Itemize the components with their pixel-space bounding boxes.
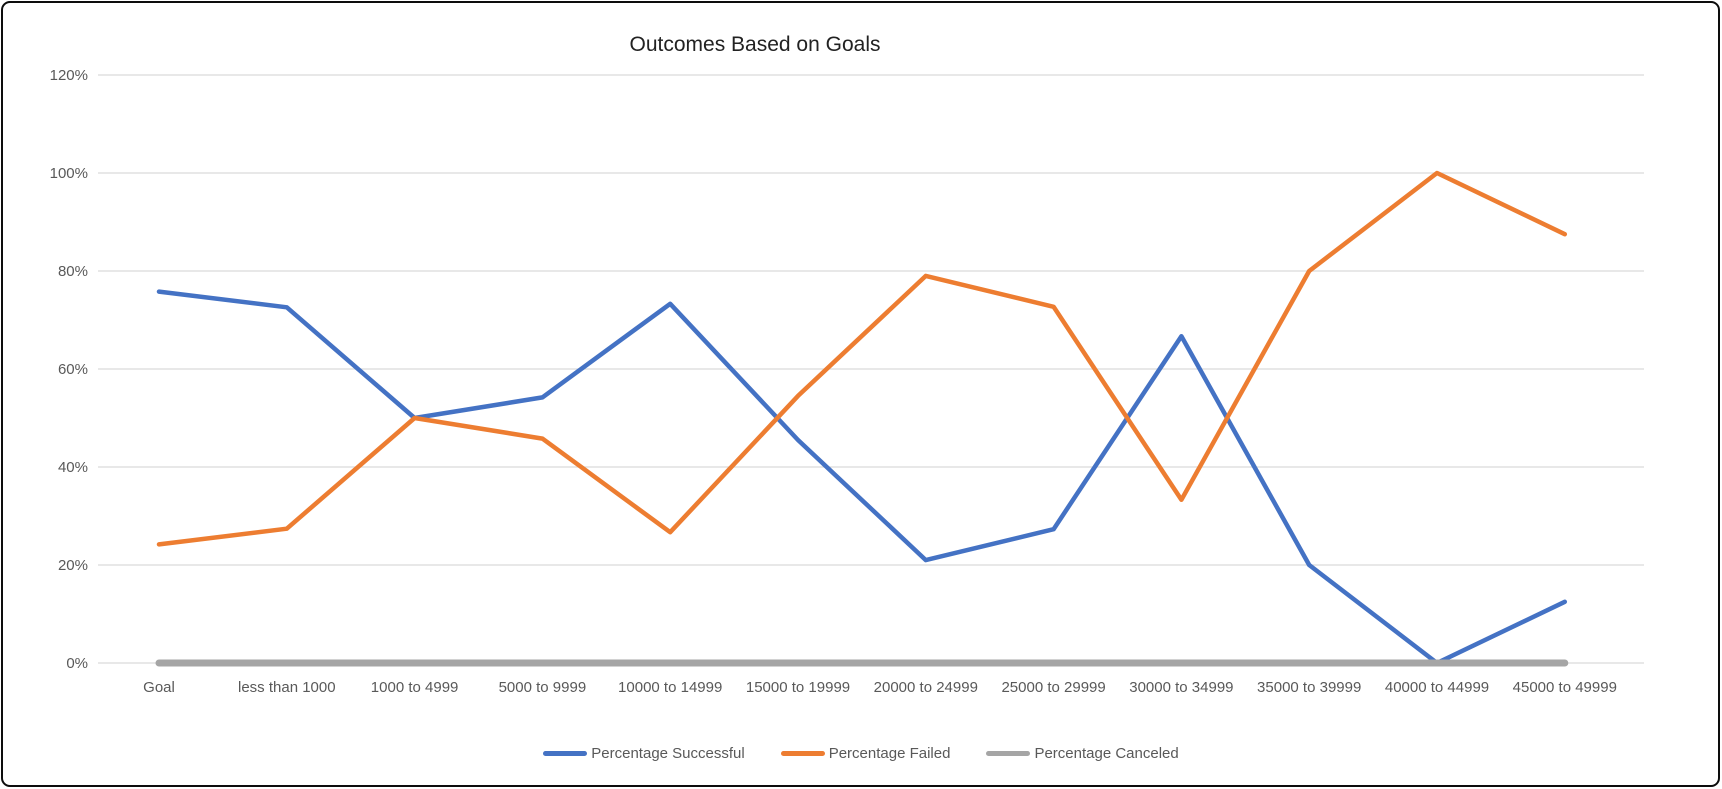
y-tick-label: 40% <box>58 459 88 476</box>
x-tick-label: less than 1000 <box>238 679 336 696</box>
x-tick-label: Goal <box>143 679 175 696</box>
legend-item-failed: Percentage Failed <box>780 745 951 762</box>
chart-title: Outcomes Based on Goals <box>629 33 881 56</box>
y-tick-label: 100% <box>50 165 88 182</box>
legend-line-swatch-canceled <box>986 751 1031 756</box>
x-tick-label: 5000 to 9999 <box>499 679 587 696</box>
x-axis-tick-labels: Goal less than 1000 1000 to 4999 5000 to 99… <box>143 679 1617 696</box>
legend-label-successful: Percentage Successful <box>591 745 745 762</box>
legend-label-canceled: Percentage Canceled <box>1034 745 1179 762</box>
x-tick-label: 15000 to 19999 <box>746 679 850 696</box>
series-line-1 <box>156 289 1568 666</box>
legend-line-swatch-successful <box>543 751 588 756</box>
y-tick-label: 20% <box>58 557 88 574</box>
x-tick-label: 25000 to 29999 <box>1001 679 1105 696</box>
x-tick-label: 45000 to 49999 <box>1513 679 1617 696</box>
chart-legend: Percentage Successful Percentage Failed … <box>0 745 1722 762</box>
legend-label-failed: Percentage Failed <box>828 745 951 762</box>
x-tick-label: 20000 to 24999 <box>874 679 978 696</box>
legend-item-canceled: Percentage Canceled <box>986 745 1179 762</box>
y-tick-label: 0% <box>66 655 88 672</box>
x-tick-label: 1000 to 4999 <box>371 679 459 696</box>
x-tick-label: 35000 to 39999 <box>1257 679 1361 696</box>
y-axis-tick-labels: 0% 20% 40% 60% 80% 100% 120% <box>50 67 88 672</box>
x-tick-label: 40000 to 44999 <box>1385 679 1489 696</box>
series-line-2 <box>156 170 1568 547</box>
y-tick-label: 120% <box>50 67 88 84</box>
x-tick-label: 30000 to 34999 <box>1129 679 1233 696</box>
y-tick-label: 60% <box>58 361 88 378</box>
y-tick-label: 80% <box>58 263 88 280</box>
legend-item-successful: Percentage Successful <box>543 745 745 762</box>
x-tick-label: 10000 to 14999 <box>618 679 722 696</box>
legend-line-swatch-failed <box>780 751 825 756</box>
gridlines <box>98 74 1644 664</box>
